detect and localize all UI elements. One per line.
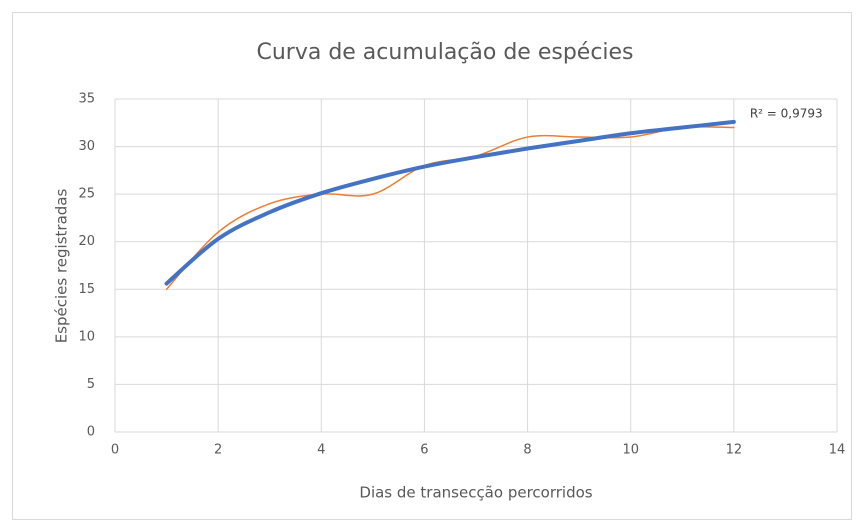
r-squared-label: R² = 0,9793 <box>750 106 823 120</box>
y-tick-label: 20 <box>78 234 95 249</box>
chart-title: Curva de acumulação de espécies <box>256 40 633 65</box>
x-axis-label: Dias de transecção percorridos <box>359 484 592 502</box>
x-tick-label: 12 <box>726 443 743 458</box>
x-tick-label: 0 <box>111 443 119 458</box>
y-tick-label: 30 <box>78 139 95 154</box>
trendline <box>164 119 736 286</box>
y-tick-label: 25 <box>78 187 95 202</box>
y-tick-label: 5 <box>87 377 95 392</box>
chart-border <box>12 12 852 520</box>
y-tick-label: 0 <box>87 425 95 440</box>
y-tick-label: 15 <box>78 282 95 297</box>
y-axis-label: Espécies registradas <box>53 189 71 344</box>
x-tick-label: 4 <box>317 443 325 458</box>
x-tick-label: 6 <box>420 443 428 458</box>
x-tick-label: 10 <box>622 443 639 458</box>
y-tick-label: 35 <box>78 92 95 107</box>
x-tick-label: 2 <box>214 443 222 458</box>
x-tick-label: 14 <box>829 443 846 458</box>
y-tick-label: 10 <box>78 329 95 344</box>
x-tick-label: 8 <box>523 443 531 458</box>
